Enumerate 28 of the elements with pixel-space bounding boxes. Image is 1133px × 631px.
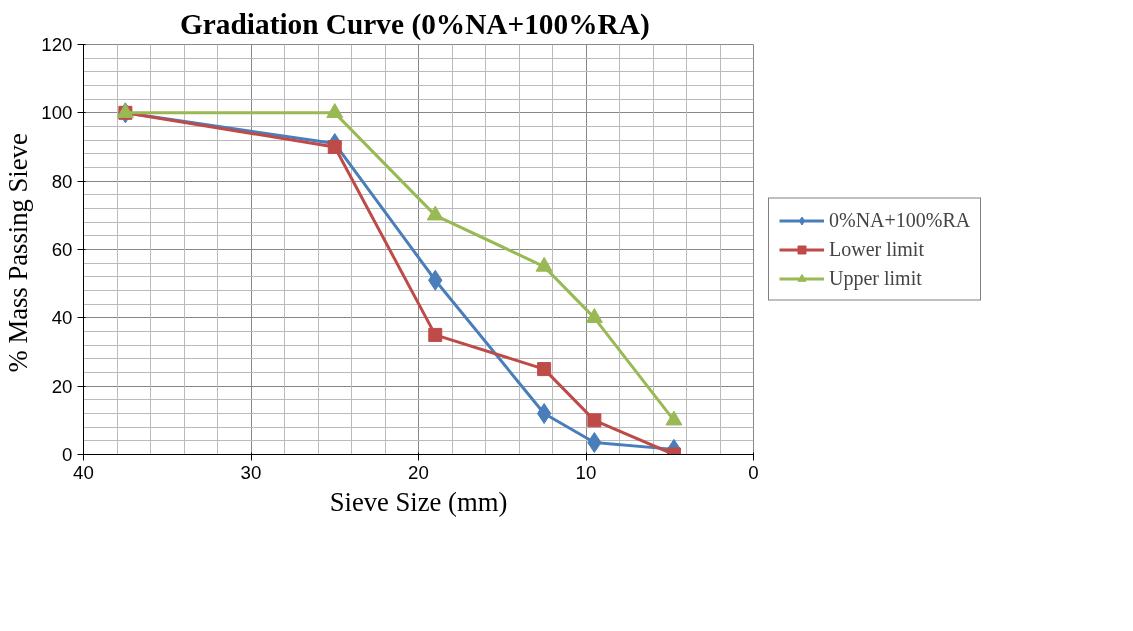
point: [536, 403, 552, 424]
x-tick-label: 20: [408, 461, 429, 483]
point: [326, 103, 344, 118]
y-tick-label: 20: [51, 375, 73, 397]
y-tick-label: 40: [51, 307, 73, 329]
point: [665, 410, 683, 426]
y-tick-label: 80: [51, 170, 73, 192]
y-tick-label: 60: [51, 239, 73, 260]
y-tick-label: 120: [41, 34, 73, 55]
legend-label: 0%NA+100%RA: [829, 208, 971, 232]
point: [426, 205, 444, 221]
x-tick-label: 0: [748, 461, 759, 483]
y-tick-label: 100: [41, 102, 73, 124]
y-axis-title: % Mass Passing Sieve: [3, 133, 34, 373]
legend-label: Upper limit: [829, 266, 922, 290]
point: [535, 256, 553, 272]
chart-title: Gradiation Curve (0%NA+100%RA): [180, 7, 650, 41]
point: [428, 327, 443, 342]
point: [537, 362, 552, 377]
legend-label: Lower limit: [829, 237, 924, 261]
point: [587, 413, 602, 428]
x-tick-label: 30: [240, 461, 262, 483]
x-tick-label: 40: [73, 461, 94, 483]
y-tick-label: 0: [62, 444, 73, 465]
x-axis-title: Sieve Size (mm): [329, 486, 508, 517]
x-tick-label: 10: [575, 461, 597, 483]
point: [327, 140, 342, 154]
point: [585, 308, 603, 323]
